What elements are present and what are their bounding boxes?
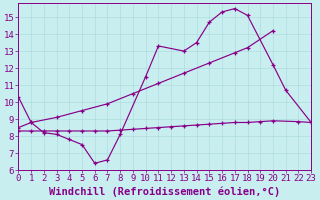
- X-axis label: Windchill (Refroidissement éolien,°C): Windchill (Refroidissement éolien,°C): [49, 186, 280, 197]
